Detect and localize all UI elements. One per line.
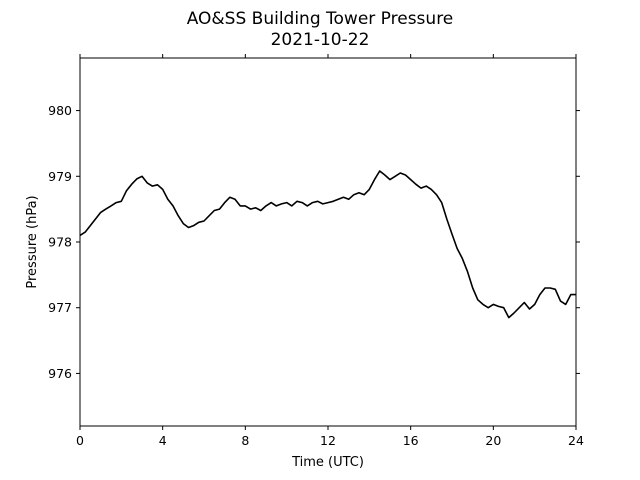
x-tick-label: 16 (403, 433, 419, 448)
axis-ticks: 0 4 8 12 16 20 24 976 977 978 979 980 (48, 54, 584, 448)
x-tick-label: 8 (241, 433, 249, 448)
plot-frame (79, 57, 577, 427)
x-axis-label: Time (UTC) (291, 455, 364, 470)
plot-area (80, 58, 576, 426)
x-tick-label: 4 (159, 433, 167, 448)
x-tick-label: 24 (568, 433, 584, 448)
x-tick-label: 12 (320, 433, 336, 448)
series-layer (79, 170, 576, 319)
y-axis-label: Pressure (hPa) (25, 195, 40, 288)
chart-subtitle: 2021-10-22 (271, 30, 370, 50)
y-tick-label: 978 (48, 235, 72, 250)
chart-title: AO&SS Building Tower Pressure (187, 9, 454, 29)
pressure-series-line (79, 170, 576, 319)
y-tick-label: 976 (48, 366, 72, 381)
x-tick-label: 20 (485, 433, 501, 448)
y-tick-label: 980 (48, 103, 72, 118)
y-tick-label: 979 (48, 169, 72, 184)
x-tick-label: 0 (76, 433, 84, 448)
y-tick-label: 977 (48, 300, 72, 315)
